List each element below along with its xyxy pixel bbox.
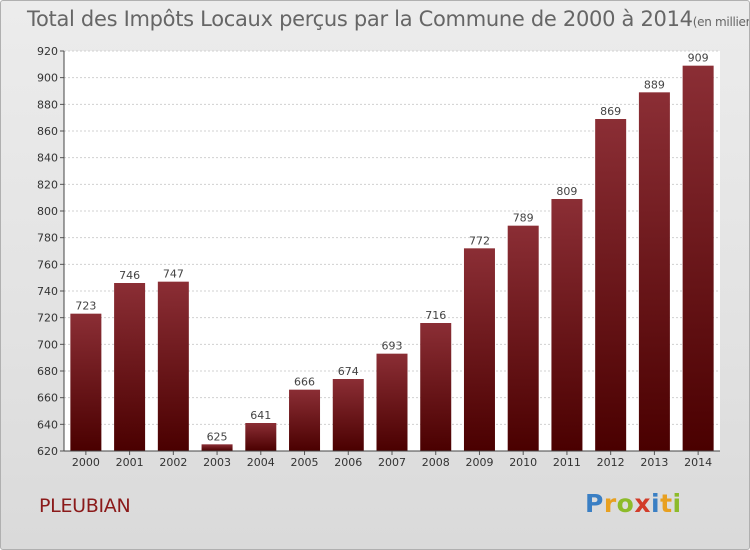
y-tick-label: 900: [37, 72, 58, 85]
proxiti-logo: Proxiti: [585, 489, 682, 518]
commune-name: PLEUBIAN: [39, 495, 131, 517]
y-tick-label: 700: [37, 338, 58, 351]
bar-2005: [289, 389, 321, 451]
y-tick-label: 820: [37, 178, 58, 191]
bar-value-label: 809: [556, 185, 577, 198]
bar-2004: [245, 423, 277, 451]
y-tick-label: 720: [37, 312, 58, 325]
bar-value-label: 716: [425, 309, 446, 322]
bar-2011: [551, 199, 583, 451]
x-tick-label: 2007: [378, 456, 406, 469]
bar-value-label: 772: [469, 234, 490, 247]
bar-2006: [332, 379, 364, 451]
logo-letter: o: [616, 489, 635, 518]
x-tick-label: 2013: [640, 456, 668, 469]
unit-note: (en milliers d'€): [692, 15, 750, 29]
x-tick-label: 2004: [247, 456, 275, 469]
logo-letter: x: [634, 489, 651, 518]
bar-2000: [70, 313, 102, 451]
bar-value-label: 889: [644, 78, 665, 91]
x-tick-label: 2014: [684, 456, 712, 469]
bar-2001: [114, 283, 146, 451]
logo-letter: P: [585, 489, 604, 518]
x-tick-label: 2009: [465, 456, 493, 469]
bar-2014: [682, 65, 714, 452]
bar-2012: [595, 119, 627, 451]
logo-letter: t: [660, 489, 673, 518]
bar-value-label: 674: [338, 365, 359, 378]
x-tick-label: 2005: [291, 456, 319, 469]
bar-value-label: 625: [207, 430, 228, 443]
x-tick-label: 2003: [203, 456, 231, 469]
x-tick-label: 2006: [334, 456, 362, 469]
y-tick-label: 740: [37, 285, 58, 298]
x-tick-label: 2000: [72, 456, 100, 469]
logo-letter: r: [603, 489, 617, 518]
y-tick-label: 640: [37, 418, 58, 431]
y-tick-label: 780: [37, 232, 58, 245]
bar-value-label: 746: [119, 269, 140, 282]
y-tick-label: 860: [37, 125, 58, 138]
y-tick-label: 760: [37, 258, 58, 271]
bar-value-label: 666: [294, 376, 315, 389]
x-tick-label: 2001: [116, 456, 144, 469]
x-tick-label: 2008: [422, 456, 450, 469]
bar-2010: [507, 225, 539, 451]
bar-value-label: 869: [600, 105, 621, 118]
bar-2013: [638, 92, 670, 451]
x-tick-label: 2012: [597, 456, 625, 469]
bar-2009: [463, 248, 495, 451]
y-tick-label: 880: [37, 98, 58, 111]
logo-letter: i: [672, 489, 682, 518]
chart-title: Total des Impôts Locaux perçus par la Co…: [27, 7, 750, 31]
y-tick-label: 920: [37, 45, 58, 58]
bar-value-label: 909: [688, 52, 709, 65]
bar-value-label: 641: [250, 409, 271, 422]
bar-2003: [201, 444, 233, 451]
y-tick-label: 660: [37, 392, 58, 405]
y-tick-label: 800: [37, 205, 58, 218]
x-tick-label: 2002: [159, 456, 187, 469]
bar-value-label: 723: [75, 300, 96, 313]
y-tick-label: 620: [37, 445, 58, 458]
bar-value-label: 789: [513, 212, 534, 225]
x-tick-label: 2011: [553, 456, 581, 469]
bar-value-label: 747: [163, 268, 184, 281]
bar-2002: [157, 281, 189, 451]
bar-2008: [420, 323, 452, 451]
bar-2007: [376, 353, 408, 451]
y-tick-label: 840: [37, 152, 58, 165]
bar-value-label: 693: [382, 340, 403, 353]
logo-letter: i: [651, 489, 661, 518]
y-tick-label: 680: [37, 365, 58, 378]
x-tick-label: 2010: [509, 456, 537, 469]
